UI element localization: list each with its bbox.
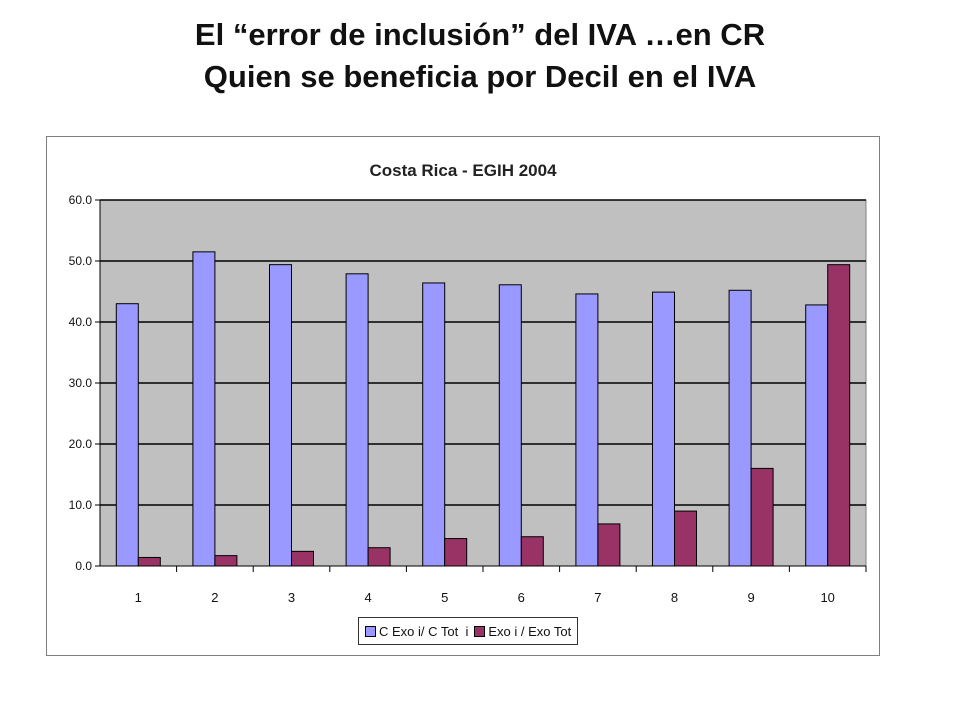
bar-series-2 [291,550,314,567]
y-tick-label: 40.0 [69,315,93,329]
bar-series-1 [575,293,599,567]
bar-series-2 [827,264,851,567]
bar-series-1 [498,284,522,567]
x-tick-label: 5 [441,590,448,605]
y-tick-label: 30.0 [69,376,93,390]
legend-swatch-series-2 [474,625,486,637]
bar-series-1 [192,251,216,567]
y-tick-label: 20.0 [69,437,93,451]
slide-title-line-1: El “error de inclusión” del IVA …en CR [194,17,766,52]
bar-series-1 [345,273,369,567]
x-tick-label: 3 [288,590,295,605]
y-tick-label: 50.0 [69,254,93,268]
slide-title: El “error de inclusión” del IVA …en CR Q… [0,14,960,98]
bar-series-2 [750,467,774,567]
y-tick-label: 0.0 [75,559,92,573]
x-tick-label: 4 [364,590,371,605]
bar-series-2 [137,556,161,567]
bar-series-2 [444,538,468,567]
bar-series-1 [728,289,752,567]
x-tick-label: 8 [671,590,678,605]
legend-label-series-1: C Exo i/ C Tot i [379,623,469,639]
bar-series-2 [674,510,697,567]
x-tick-label: 6 [518,590,525,605]
x-tick-label: 10 [820,590,834,605]
chart-legend: C Exo i/ C Tot i Exo i / Exo Tot [358,617,579,645]
legend-swatch-series-1 [365,625,376,637]
bar-series-2 [520,536,544,567]
x-tick-label: 7 [594,590,601,605]
bar-series-1 [269,264,292,567]
legend-label-series-2: Exo i / Exo Tot [488,623,572,639]
y-tick-label: 60.0 [69,193,93,207]
bar-series-2 [214,555,238,567]
legend-item-series-2: Exo i / Exo Tot [474,624,571,639]
legend-item-series-1: C Exo i/ C Tot i [365,624,468,639]
slide-title-line-2: Quien se beneficia por Decil en el IVA [203,59,757,94]
bar-series-1 [115,303,139,567]
x-tick-label: 2 [211,590,218,605]
x-tick-label: 9 [747,590,754,605]
bar-series-1 [652,291,675,567]
y-tick-label: 10.0 [69,498,93,512]
bar-series-2 [597,523,621,567]
chart-title: Costa Rica - EGIH 2004 [369,161,557,180]
bar-series-2 [367,547,391,567]
bar-series-1 [422,282,446,567]
x-tick-label: 1 [135,590,142,605]
bar-series-1 [805,304,829,567]
